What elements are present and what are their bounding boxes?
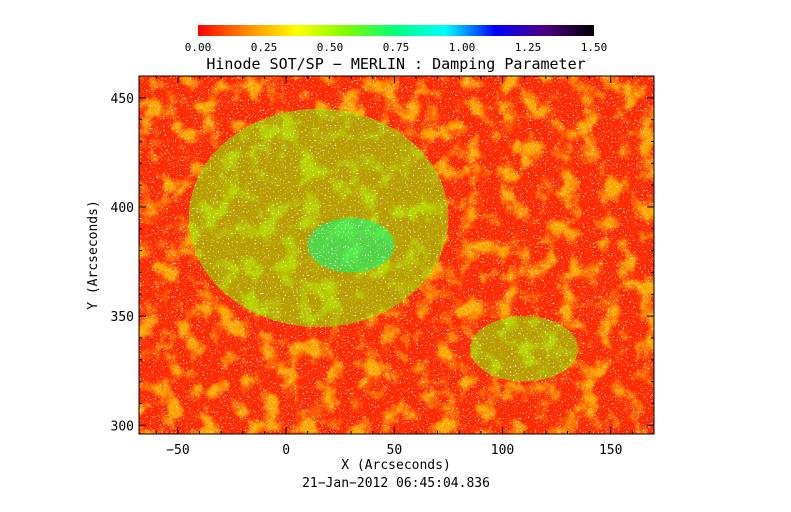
colorbar-tick-label: 0.25 <box>251 41 278 54</box>
y-tick-label: 300 <box>111 419 134 434</box>
chart-title: Hinode SOT/SP − MERLIN : Damping Paramet… <box>206 55 585 73</box>
x-tick-label: −50 <box>166 443 189 458</box>
x-axis-label: X (Arcseconds) <box>341 458 451 473</box>
plot-frame <box>138 75 655 435</box>
x-tick-label: 0 <box>282 443 290 458</box>
x-tick-label: 100 <box>491 443 514 458</box>
colorbar-tick-label: 0.00 <box>185 41 212 54</box>
colorbar-tick-label: 1.25 <box>515 41 542 54</box>
y-tick-label: 400 <box>111 201 134 216</box>
colorbar <box>198 25 594 36</box>
y-tick-label: 450 <box>111 92 134 107</box>
heatmap-field <box>139 76 654 434</box>
x-tick-label: 50 <box>387 443 403 458</box>
colorbar-tick-label: 1.00 <box>449 41 476 54</box>
colorbar-tick-label: 0.75 <box>383 41 410 54</box>
y-axis-label: Y (Arcseconds) <box>86 200 101 310</box>
y-tick-label: 350 <box>111 310 134 325</box>
colorbar-tick-label: 0.50 <box>317 41 344 54</box>
colorbar-tick-label: 1.50 <box>581 41 608 54</box>
x-tick-label: 150 <box>599 443 622 458</box>
timestamp: 21−Jan−2012 06:45:04.836 <box>302 476 490 491</box>
